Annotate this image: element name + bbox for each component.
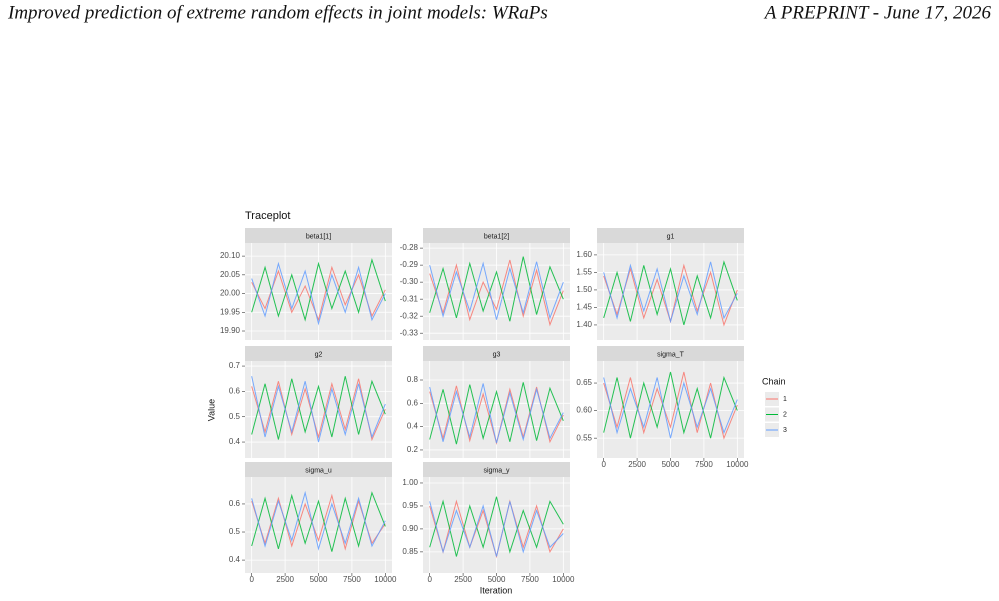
x-tick-label: 5000	[488, 575, 506, 584]
y-tick-label: 1.50	[576, 285, 592, 294]
trace-line	[251, 491, 386, 552]
x-tick-label: 7500	[343, 575, 361, 584]
x-tick-label: 0	[427, 575, 432, 584]
y-tick-label: 0.85	[402, 547, 418, 556]
y-tick-label: -0.32	[400, 311, 419, 320]
strip-label: g1	[667, 233, 675, 240]
y-tick-label: 20.00	[220, 289, 241, 298]
strip-label: beta1[1]	[306, 233, 331, 240]
y-tick-label: 20.05	[220, 270, 241, 279]
x-tick-label: 0	[601, 460, 606, 469]
trace-line	[603, 261, 738, 324]
y-tick-label: 1.40	[576, 320, 592, 329]
y-tick-label: 0.2	[407, 445, 419, 454]
running-title: Improved prediction of extreme random ef…	[7, 2, 548, 23]
trace-line	[429, 259, 564, 327]
legend-label: 3	[783, 427, 787, 434]
strip-label: g3	[493, 351, 501, 358]
y-tick-label: 1.60	[576, 250, 592, 259]
trace-line	[603, 371, 738, 440]
trace-line	[251, 378, 386, 442]
strip-label: beta1[2]	[484, 233, 509, 240]
trace-line	[251, 258, 386, 322]
y-tick-label: 0.65	[576, 378, 592, 387]
strip	[245, 346, 392, 361]
y-tick-label: 0.55	[576, 433, 592, 442]
chart-title: Traceplot	[245, 210, 290, 222]
y-tick-label: 0.95	[402, 501, 418, 510]
y-tick-label: 0.5	[229, 412, 241, 421]
strip	[597, 228, 744, 243]
strip	[245, 228, 392, 243]
strip-label: sigma_y	[483, 467, 510, 474]
y-tick-label: 1.00	[402, 478, 418, 487]
trace-line	[429, 261, 564, 320]
trace-line	[251, 265, 386, 322]
y-tick-label: 0.6	[229, 499, 241, 508]
y-tick-label: -0.33	[400, 328, 419, 337]
y-tick-label: 20.10	[220, 251, 241, 260]
x-tick-label: 7500	[695, 460, 713, 469]
trace-line	[603, 371, 738, 439]
x-tick-label: 2500	[628, 460, 646, 469]
y-tick-label: 1.55	[576, 268, 592, 277]
trace-line	[429, 496, 564, 557]
legend-label: 1	[783, 396, 787, 403]
x-tick-label: 2500	[454, 575, 472, 584]
trace-line	[251, 376, 386, 440]
y-tick-label: 19.95	[220, 307, 241, 316]
trace-line	[251, 376, 386, 443]
x-tick-label: 10000	[552, 575, 575, 584]
legend-title: Chain	[762, 376, 786, 386]
strip-label: sigma_u	[305, 467, 332, 474]
y-tick-label: 0.4	[407, 422, 419, 431]
strip	[245, 462, 392, 477]
y-tick-label: 0.6	[229, 387, 241, 396]
y-tick-label: -0.28	[400, 243, 419, 252]
legend-label: 2	[783, 411, 787, 418]
running-head: A PREPRINT - June 17, 2026	[763, 2, 992, 23]
y-axis-label: Value	[206, 399, 216, 421]
x-tick-label: 5000	[310, 575, 328, 584]
y-tick-label: -0.30	[400, 277, 419, 286]
strip	[423, 346, 570, 361]
x-tick-label: 10000	[374, 575, 397, 584]
y-tick-label: 0.7	[229, 361, 241, 370]
trace-line	[251, 490, 386, 551]
x-tick-label: 5000	[662, 460, 680, 469]
trace-line	[251, 261, 386, 326]
y-tick-label: 0.6	[407, 398, 419, 407]
x-axis-label: Iteration	[480, 585, 513, 595]
x-tick-label: 10000	[726, 460, 749, 469]
strip-label: sigma_T	[657, 351, 685, 358]
trace-line	[603, 377, 738, 439]
trace-line	[603, 260, 738, 326]
x-tick-label: 2500	[276, 575, 294, 584]
y-tick-label: 0.4	[229, 437, 241, 446]
strip	[423, 462, 570, 477]
strip	[597, 346, 744, 361]
x-tick-label: 0	[249, 575, 254, 584]
y-tick-label: 0.4	[229, 555, 241, 564]
strip-label: g2	[315, 351, 323, 358]
x-tick-label: 7500	[521, 575, 539, 584]
y-tick-label: 0.8	[407, 375, 419, 384]
y-tick-label: 19.90	[220, 326, 241, 335]
trace-line	[429, 256, 564, 322]
trace-line	[429, 382, 564, 445]
y-tick-label: 0.90	[402, 524, 418, 533]
y-tick-label: 0.60	[576, 406, 592, 415]
strip	[423, 228, 570, 243]
y-tick-label: 1.45	[576, 303, 592, 312]
y-tick-label: 0.5	[229, 527, 241, 536]
y-tick-label: -0.29	[400, 260, 419, 269]
trace-line	[429, 501, 564, 557]
trace-line	[429, 383, 564, 444]
y-tick-label: -0.31	[400, 294, 419, 303]
